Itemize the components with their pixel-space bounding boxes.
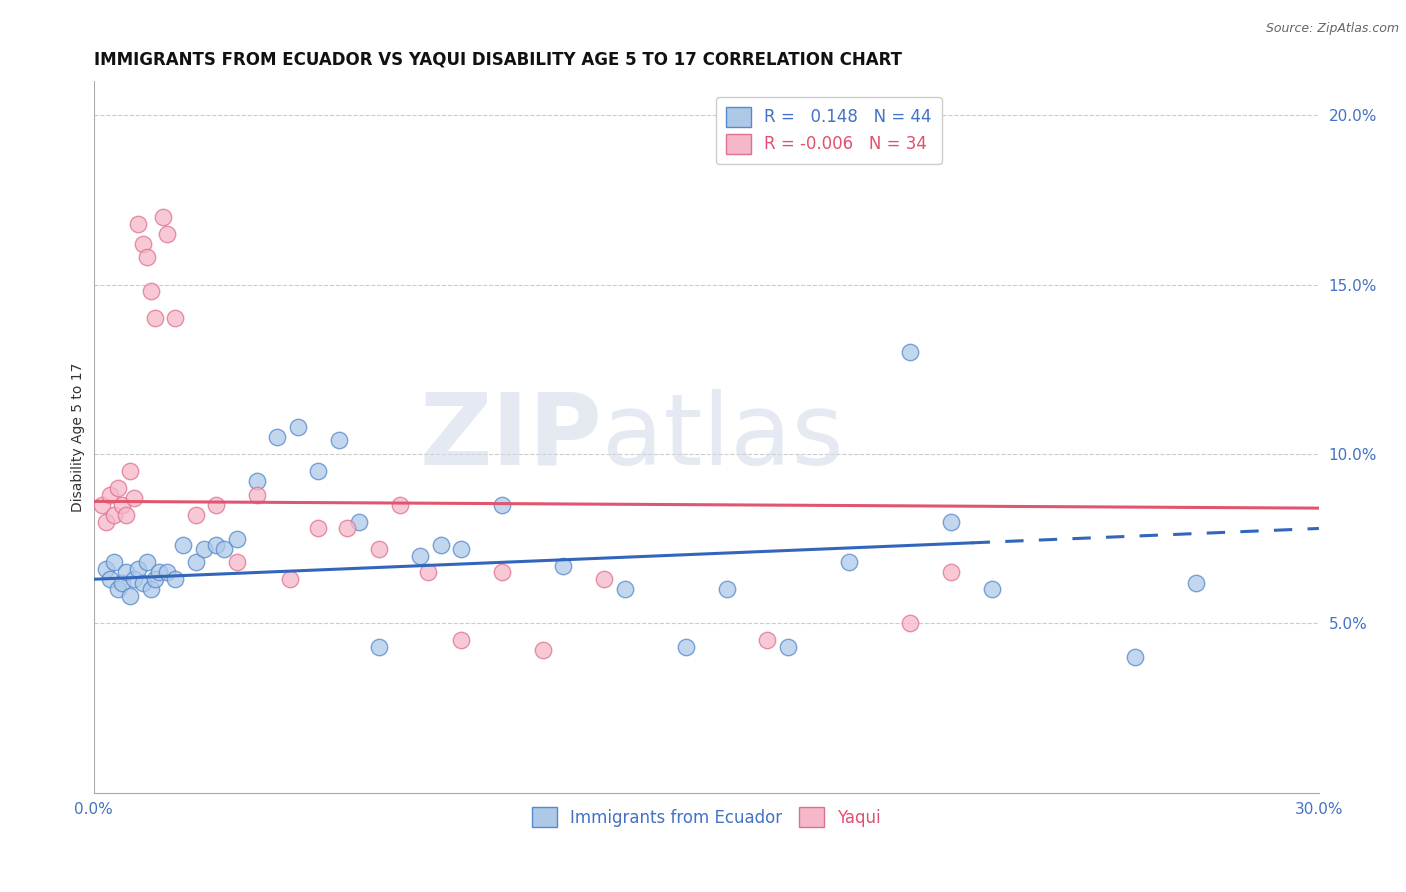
Point xyxy=(941,515,963,529)
Point xyxy=(388,498,411,512)
Point xyxy=(225,532,247,546)
Point xyxy=(776,640,799,654)
Point xyxy=(1185,575,1208,590)
Point xyxy=(941,566,963,580)
Point xyxy=(120,464,142,478)
Point xyxy=(128,562,150,576)
Point xyxy=(278,572,301,586)
Point xyxy=(368,541,391,556)
Point xyxy=(491,498,513,512)
Point xyxy=(347,515,370,529)
Point xyxy=(165,311,187,326)
Point xyxy=(139,582,162,597)
Point xyxy=(98,487,121,501)
Point xyxy=(613,582,636,597)
Point xyxy=(205,498,228,512)
Point xyxy=(205,538,228,552)
Point xyxy=(307,464,329,478)
Point xyxy=(184,508,207,522)
Point xyxy=(124,572,146,586)
Point xyxy=(184,555,207,569)
Point xyxy=(225,555,247,569)
Point xyxy=(152,210,174,224)
Point xyxy=(131,575,153,590)
Point xyxy=(981,582,1004,597)
Legend: Immigrants from Ecuador, Yaqui: Immigrants from Ecuador, Yaqui xyxy=(524,800,887,834)
Text: ZIP: ZIP xyxy=(419,389,602,485)
Point xyxy=(120,589,142,603)
Point xyxy=(246,487,269,501)
Point xyxy=(491,566,513,580)
Point xyxy=(165,572,187,586)
Point xyxy=(593,572,616,586)
Point xyxy=(553,558,575,573)
Point xyxy=(94,515,117,529)
Point xyxy=(135,251,157,265)
Point xyxy=(328,434,350,448)
Point xyxy=(266,430,288,444)
Point xyxy=(94,562,117,576)
Point xyxy=(287,420,309,434)
Point xyxy=(156,227,179,241)
Y-axis label: Disability Age 5 to 17: Disability Age 5 to 17 xyxy=(72,362,86,512)
Point xyxy=(131,236,153,251)
Point xyxy=(148,566,170,580)
Point xyxy=(450,541,472,556)
Point xyxy=(103,555,125,569)
Point xyxy=(111,498,134,512)
Point xyxy=(107,582,129,597)
Point xyxy=(90,498,112,512)
Point xyxy=(172,538,194,552)
Point xyxy=(716,582,738,597)
Point xyxy=(409,549,432,563)
Point xyxy=(128,217,150,231)
Point xyxy=(418,566,440,580)
Point xyxy=(103,508,125,522)
Point xyxy=(1123,650,1146,665)
Point xyxy=(756,633,779,648)
Point xyxy=(143,572,166,586)
Point xyxy=(193,541,215,556)
Point xyxy=(124,491,146,505)
Point xyxy=(156,566,179,580)
Point xyxy=(214,541,236,556)
Point xyxy=(675,640,697,654)
Point xyxy=(111,575,134,590)
Point xyxy=(139,285,162,299)
Point xyxy=(429,538,451,552)
Text: Source: ZipAtlas.com: Source: ZipAtlas.com xyxy=(1265,22,1399,36)
Point xyxy=(107,481,129,495)
Point xyxy=(368,640,391,654)
Point xyxy=(98,572,121,586)
Point xyxy=(336,521,359,535)
Point xyxy=(900,616,922,631)
Point xyxy=(900,345,922,359)
Point xyxy=(531,643,554,657)
Point xyxy=(246,474,269,488)
Point xyxy=(838,555,860,569)
Point xyxy=(135,555,157,569)
Text: IMMIGRANTS FROM ECUADOR VS YAQUI DISABILITY AGE 5 TO 17 CORRELATION CHART: IMMIGRANTS FROM ECUADOR VS YAQUI DISABIL… xyxy=(94,51,901,69)
Point xyxy=(307,521,329,535)
Text: atlas: atlas xyxy=(602,389,844,485)
Point xyxy=(115,566,138,580)
Point xyxy=(115,508,138,522)
Point xyxy=(450,633,472,648)
Point xyxy=(143,311,166,326)
